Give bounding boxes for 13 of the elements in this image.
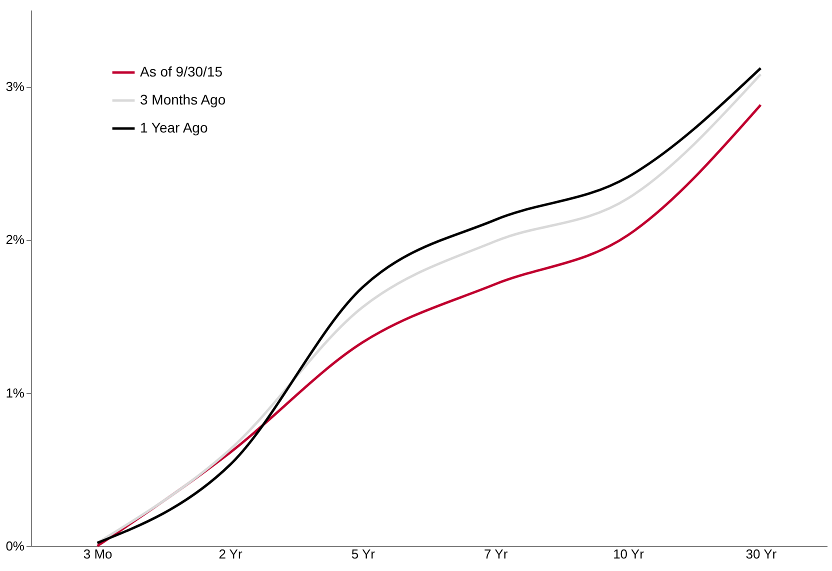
x-tick-label: 10 Yr [613,546,645,562]
legend-label: 3 Months Ago [140,92,226,108]
x-tick-label: 7 Yr [484,546,508,562]
y-tick-label: 2% [6,232,25,248]
y-tick-label: 1% [6,385,25,400]
x-tick-label: 5 Yr [351,546,376,562]
legend-label: As of 9/30/15 [140,64,223,80]
legend-label: 1 Year Ago [140,120,208,136]
x-tick-label: 2 Yr [218,546,243,562]
x-tick-label: 3 Mo [83,546,112,562]
y-tick-label: 3% [6,79,25,94]
x-tick-label: 30 Yr [746,546,778,562]
y-tick-label: 0% [6,538,25,554]
